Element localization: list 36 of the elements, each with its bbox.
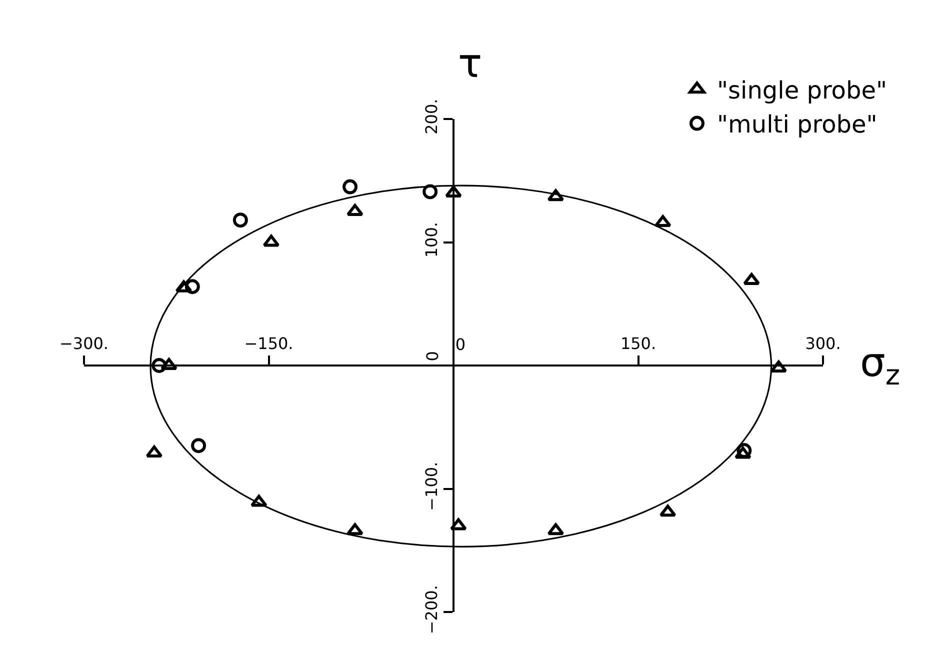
point — [152, 358, 167, 373]
y-tick-label: 100. — [422, 222, 441, 258]
point — [191, 438, 206, 454]
x-tick-label: 300. — [805, 334, 841, 353]
point — [175, 280, 192, 292]
x-tick-label: 150. — [620, 334, 656, 353]
point — [734, 446, 752, 459]
point — [547, 523, 564, 536]
y-tick-label: 0 — [423, 351, 442, 362]
point — [232, 212, 248, 228]
y-tick-label: 200. — [422, 98, 441, 134]
y-tick-label: −100. — [422, 462, 441, 511]
point — [422, 184, 438, 200]
point — [184, 279, 200, 294]
point — [342, 179, 358, 194]
legend-label: "single probe" — [717, 76, 888, 104]
point — [743, 272, 760, 285]
point — [654, 215, 672, 228]
point — [262, 234, 280, 247]
x-tick-label: −300. — [59, 334, 109, 353]
point — [770, 360, 788, 372]
y-axis-title: τ — [458, 41, 482, 87]
legend-label: "multi probe" — [717, 110, 878, 139]
x-tick-label: −150. — [244, 334, 294, 353]
point — [346, 204, 364, 216]
point — [450, 518, 467, 530]
point — [445, 185, 462, 198]
point — [547, 189, 564, 202]
point — [160, 358, 178, 370]
y-tick-label: −200. — [422, 585, 441, 634]
x-axis-title: σ$_{z}$ — [860, 340, 900, 392]
point — [250, 494, 268, 507]
point — [146, 446, 163, 458]
x-tick-label: 0 — [455, 335, 466, 354]
point — [659, 504, 676, 517]
point — [346, 523, 364, 536]
